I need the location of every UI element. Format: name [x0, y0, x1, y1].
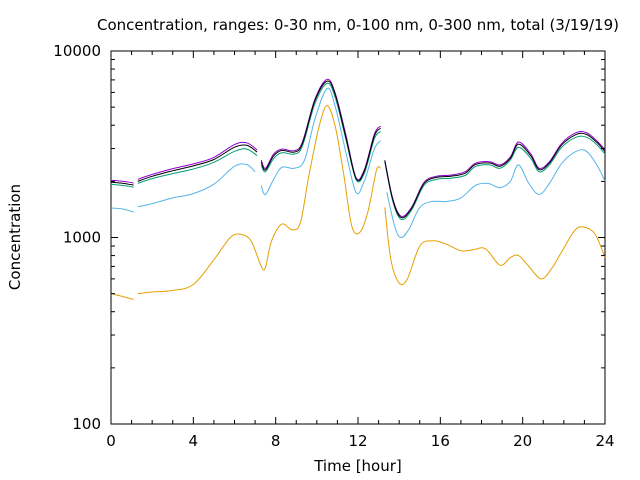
- x-tick-label: 12: [348, 432, 367, 450]
- series-4-segment-2: [137, 141, 258, 180]
- series-3-segment-2: [137, 148, 258, 184]
- x-tick-label: 0: [106, 432, 116, 450]
- x-tick-labels: 0 4 8 12 16 20 24: [106, 432, 614, 450]
- series-3-segment-3: [260, 82, 381, 183]
- series-2-segment-3: [260, 87, 381, 196]
- series-2-segment-2: [137, 163, 256, 208]
- series-3-segment-4: [384, 135, 606, 221]
- series-1-segment-3: [384, 207, 606, 286]
- y-tick-label: 1000: [63, 229, 101, 247]
- chart-title: Concentration, ranges: 0-30 nm, 0-100 nm…: [97, 16, 619, 34]
- series-5-segment-2: [137, 144, 258, 182]
- y-tick-label: 10000: [53, 42, 101, 60]
- series-1-segment-1: [110, 293, 134, 300]
- series-4-segment-1: [110, 179, 134, 184]
- series-2-segment-4: [386, 149, 606, 238]
- x-tick-label: 16: [431, 432, 450, 450]
- axis-ticks: [110, 50, 606, 425]
- y-tick-labels: 100 1000 10000: [53, 42, 101, 433]
- y-axis-label: Concentration: [6, 184, 24, 290]
- x-tick-label: 24: [595, 432, 614, 450]
- x-tick-label: 8: [271, 432, 281, 450]
- series-1-segment-2: [137, 104, 382, 295]
- series-4-segment-3: [260, 78, 381, 181]
- series-2-segment-1: [110, 207, 134, 213]
- series-5-segment-3: [260, 80, 381, 182]
- x-tick-label: 4: [189, 432, 199, 450]
- series-layer: [110, 78, 606, 300]
- series-5-segment-1: [110, 181, 134, 186]
- y-tick-label: 100: [72, 415, 101, 433]
- series-5-segment-4: [384, 132, 606, 219]
- plot-frame: [110, 50, 606, 425]
- x-tick-label: 20: [513, 432, 532, 450]
- series-4-segment-4: [384, 130, 606, 217]
- series-3-segment-1: [110, 183, 134, 188]
- x-axis-label: Time [hour]: [313, 457, 402, 475]
